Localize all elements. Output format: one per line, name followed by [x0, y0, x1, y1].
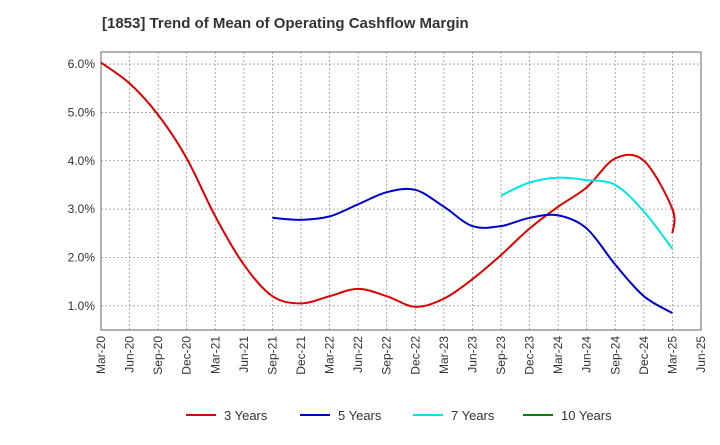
x-tick-label: Jun-22 [351, 336, 365, 373]
plot-area [101, 52, 701, 330]
x-tick-label: Dec-22 [408, 336, 422, 375]
legend-label-7-years: 7 Years [451, 408, 495, 423]
x-tick-label: Mar-23 [437, 336, 451, 374]
series-line-3-years [100, 61, 676, 308]
x-tick-label: Dec-23 [523, 336, 537, 375]
legend-label-10-years: 10 Years [561, 408, 612, 423]
x-tick-label: Sep-24 [608, 336, 622, 375]
y-tick-label: 5.0% [68, 105, 96, 119]
x-tick-label: Jun-23 [465, 336, 479, 373]
y-tick-label: 1.0% [68, 299, 96, 313]
series-line-7-years [500, 176, 674, 250]
x-tick-label: Mar-22 [323, 336, 337, 374]
x-tick-label: Mar-25 [665, 336, 679, 374]
x-tick-label: Sep-21 [265, 336, 279, 375]
x-tick-label: Sep-22 [380, 336, 394, 375]
x-tick-label: Sep-20 [151, 336, 165, 375]
x-tick-label: Jun-25 [694, 336, 708, 373]
series-line-5-years [272, 187, 673, 314]
y-tick-label: 6.0% [68, 57, 96, 71]
x-tick-label: Dec-20 [180, 336, 194, 375]
x-tick-label: Sep-23 [494, 336, 508, 375]
legend-label-5-years: 5 Years [338, 408, 382, 423]
x-tick-label: Mar-24 [551, 336, 565, 374]
legend-label-3-years: 3 Years [224, 408, 268, 423]
y-tick-label: 4.0% [68, 154, 96, 168]
x-tick-label: Dec-21 [294, 336, 308, 375]
x-tick-label: Mar-21 [208, 336, 222, 374]
y-tick-label: 3.0% [68, 202, 96, 216]
x-tick-label: Jun-21 [237, 336, 251, 373]
plot-border [100, 51, 702, 331]
x-tick-label: Dec-24 [637, 336, 651, 375]
x-tick-label: Jun-20 [123, 336, 137, 373]
chart-title: [1853] Trend of Mean of Operating Cashfl… [102, 15, 469, 32]
x-tick-label: Mar-20 [94, 336, 108, 374]
y-tick-label: 2.0% [68, 250, 96, 264]
x-tick-label: Jun-24 [580, 336, 594, 373]
